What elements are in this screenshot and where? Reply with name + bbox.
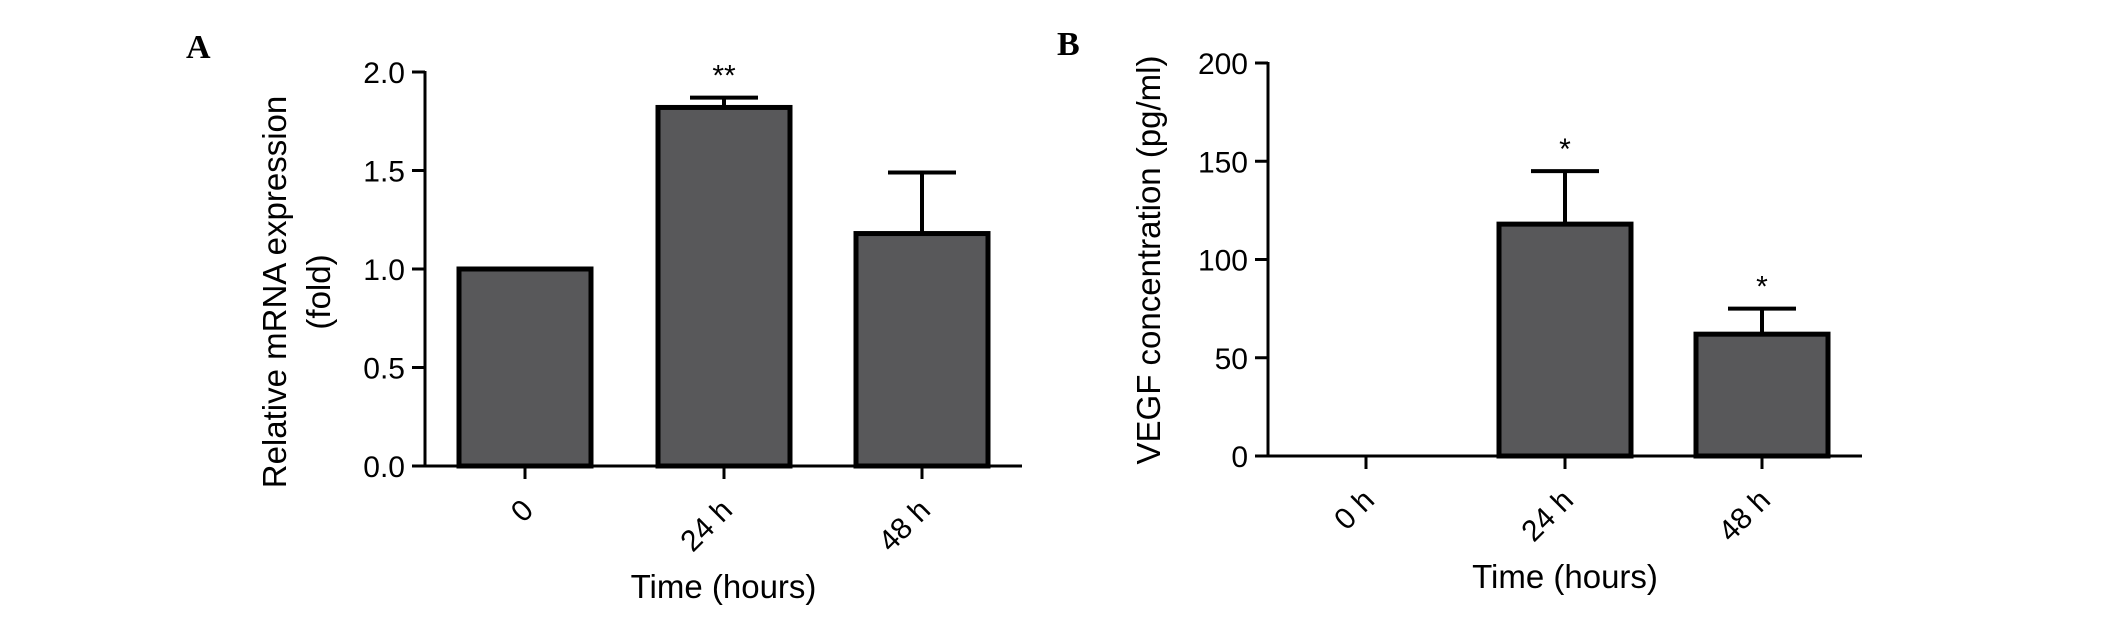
bar <box>1693 331 1831 459</box>
panel-b: B * * 0 50 100 150 200 0 h 24 h 48 h Time (hours) VE… <box>1057 26 1862 595</box>
bar <box>1496 221 1634 459</box>
y-axis-title: VEGF concentration (pg/ml) <box>1130 56 1167 465</box>
panel-a: A ** 0.0 0.5 1.0 1.5 2.0 0 24 h 48 h Time (hours) R… <box>186 29 1022 605</box>
panel-letter: A <box>186 29 211 66</box>
x-tick-label: 48 h <box>872 494 937 559</box>
bar <box>655 104 793 469</box>
significance-label: ** <box>712 60 736 93</box>
y-tick-label: 50 <box>1215 343 1248 376</box>
x-tick-label: 24 h <box>1515 484 1580 549</box>
y-tick-label: 1.0 <box>363 254 405 287</box>
y-tick-label: 0.5 <box>363 353 405 386</box>
y-axis-title: (fold) <box>300 254 337 329</box>
significance-label: * <box>1559 133 1571 166</box>
bar <box>853 231 991 469</box>
y-tick-label: 2.0 <box>363 57 405 90</box>
y-tick-label: 200 <box>1198 48 1248 81</box>
x-axis-title: Time (hours) <box>1472 558 1658 595</box>
x-tick-label: 0 <box>505 494 540 529</box>
x-tick-label: 48 h <box>1712 484 1777 549</box>
y-tick-label: 100 <box>1198 245 1248 278</box>
y-tick-label: 0 <box>1231 441 1248 474</box>
y-tick-label: 0.0 <box>363 451 405 484</box>
y-tick-label: 1.5 <box>363 156 405 189</box>
y-tick-label: 150 <box>1198 146 1248 179</box>
x-tick-label: 24 h <box>674 494 739 559</box>
y-axis-title: Relative mRNA expression <box>256 96 293 489</box>
panel-letter: B <box>1057 26 1080 63</box>
x-tick-label: 0 h <box>1328 484 1381 537</box>
significance-label: * <box>1756 271 1768 304</box>
bar <box>456 266 594 469</box>
x-axis-title: Time (hours) <box>631 568 817 605</box>
